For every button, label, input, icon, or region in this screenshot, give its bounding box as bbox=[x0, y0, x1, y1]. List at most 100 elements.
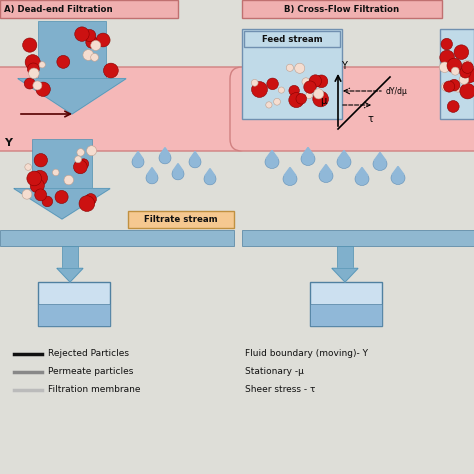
Circle shape bbox=[441, 38, 453, 50]
Circle shape bbox=[462, 68, 474, 83]
Circle shape bbox=[462, 60, 472, 70]
Circle shape bbox=[278, 87, 284, 93]
Text: Feed stream: Feed stream bbox=[262, 35, 322, 44]
Polygon shape bbox=[190, 152, 200, 159]
Circle shape bbox=[447, 100, 459, 112]
Circle shape bbox=[79, 159, 89, 169]
Circle shape bbox=[460, 67, 471, 78]
Circle shape bbox=[442, 82, 451, 91]
Circle shape bbox=[57, 55, 70, 68]
Circle shape bbox=[42, 196, 53, 207]
Circle shape bbox=[24, 78, 35, 89]
Polygon shape bbox=[57, 268, 83, 282]
Circle shape bbox=[104, 37, 110, 44]
Polygon shape bbox=[205, 169, 215, 176]
Circle shape bbox=[459, 75, 469, 84]
FancyBboxPatch shape bbox=[230, 67, 474, 151]
Polygon shape bbox=[374, 153, 386, 160]
Circle shape bbox=[74, 156, 82, 163]
Polygon shape bbox=[332, 268, 358, 282]
Circle shape bbox=[75, 27, 89, 41]
Text: dY/dμ: dY/dμ bbox=[386, 86, 408, 95]
Circle shape bbox=[451, 67, 459, 75]
Polygon shape bbox=[392, 166, 404, 174]
Circle shape bbox=[439, 62, 450, 73]
Circle shape bbox=[35, 189, 46, 201]
Ellipse shape bbox=[146, 172, 158, 184]
Text: τ: τ bbox=[368, 114, 374, 124]
Circle shape bbox=[53, 169, 59, 176]
Circle shape bbox=[302, 78, 310, 86]
Text: μ: μ bbox=[320, 96, 326, 106]
Bar bbox=[310, 282, 382, 326]
Bar bbox=[32, 139, 92, 189]
Circle shape bbox=[251, 80, 258, 86]
Circle shape bbox=[306, 92, 312, 99]
Bar bbox=[0, 0, 178, 18]
Polygon shape bbox=[14, 189, 110, 219]
Text: Permeate particles: Permeate particles bbox=[48, 367, 133, 376]
Circle shape bbox=[266, 102, 272, 108]
Circle shape bbox=[454, 45, 469, 60]
Circle shape bbox=[444, 81, 455, 92]
Bar bbox=[128, 211, 234, 228]
Bar bbox=[337, 246, 353, 268]
Polygon shape bbox=[147, 168, 157, 175]
Ellipse shape bbox=[319, 170, 333, 182]
Polygon shape bbox=[173, 164, 183, 171]
Circle shape bbox=[460, 83, 474, 99]
Circle shape bbox=[73, 160, 87, 174]
Circle shape bbox=[32, 171, 47, 185]
Circle shape bbox=[309, 75, 321, 87]
Polygon shape bbox=[18, 79, 126, 114]
Circle shape bbox=[313, 91, 328, 107]
Circle shape bbox=[34, 154, 47, 167]
Circle shape bbox=[79, 196, 95, 211]
Polygon shape bbox=[266, 150, 278, 158]
Circle shape bbox=[33, 81, 42, 90]
Circle shape bbox=[30, 179, 44, 193]
Circle shape bbox=[55, 191, 68, 203]
Circle shape bbox=[267, 78, 278, 90]
Ellipse shape bbox=[159, 152, 171, 164]
Text: Filtration membrane: Filtration membrane bbox=[48, 385, 140, 394]
Polygon shape bbox=[356, 167, 368, 175]
Bar bbox=[62, 246, 78, 268]
Circle shape bbox=[447, 58, 462, 73]
Circle shape bbox=[296, 93, 307, 104]
Ellipse shape bbox=[172, 168, 184, 180]
Ellipse shape bbox=[355, 173, 369, 185]
Polygon shape bbox=[160, 147, 170, 155]
Circle shape bbox=[304, 81, 316, 93]
Text: Y: Y bbox=[4, 138, 12, 148]
Circle shape bbox=[27, 171, 42, 186]
Circle shape bbox=[462, 62, 474, 73]
Bar bbox=[38, 282, 110, 326]
Text: Y: Y bbox=[341, 61, 347, 71]
Ellipse shape bbox=[265, 155, 279, 168]
Bar bbox=[242, 29, 342, 119]
Polygon shape bbox=[338, 150, 350, 158]
Polygon shape bbox=[320, 164, 332, 173]
Bar bbox=[440, 29, 474, 119]
Circle shape bbox=[313, 89, 324, 99]
Bar bbox=[0, 230, 234, 246]
Circle shape bbox=[456, 51, 464, 58]
Circle shape bbox=[85, 193, 96, 205]
Circle shape bbox=[273, 98, 281, 105]
Circle shape bbox=[25, 164, 31, 170]
Bar bbox=[242, 0, 442, 18]
Text: B) Cross-Flow Filtration: B) Cross-Flow Filtration bbox=[284, 4, 400, 13]
Ellipse shape bbox=[204, 173, 216, 185]
FancyBboxPatch shape bbox=[0, 67, 250, 151]
Circle shape bbox=[96, 33, 110, 47]
Circle shape bbox=[83, 29, 96, 42]
Text: Fluid boundary (moving)- Y: Fluid boundary (moving)- Y bbox=[245, 349, 368, 358]
Circle shape bbox=[448, 79, 460, 91]
Circle shape bbox=[22, 190, 32, 199]
Circle shape bbox=[91, 40, 101, 50]
Bar bbox=[242, 230, 474, 246]
Circle shape bbox=[23, 38, 37, 52]
Circle shape bbox=[289, 92, 304, 108]
Circle shape bbox=[39, 62, 46, 68]
